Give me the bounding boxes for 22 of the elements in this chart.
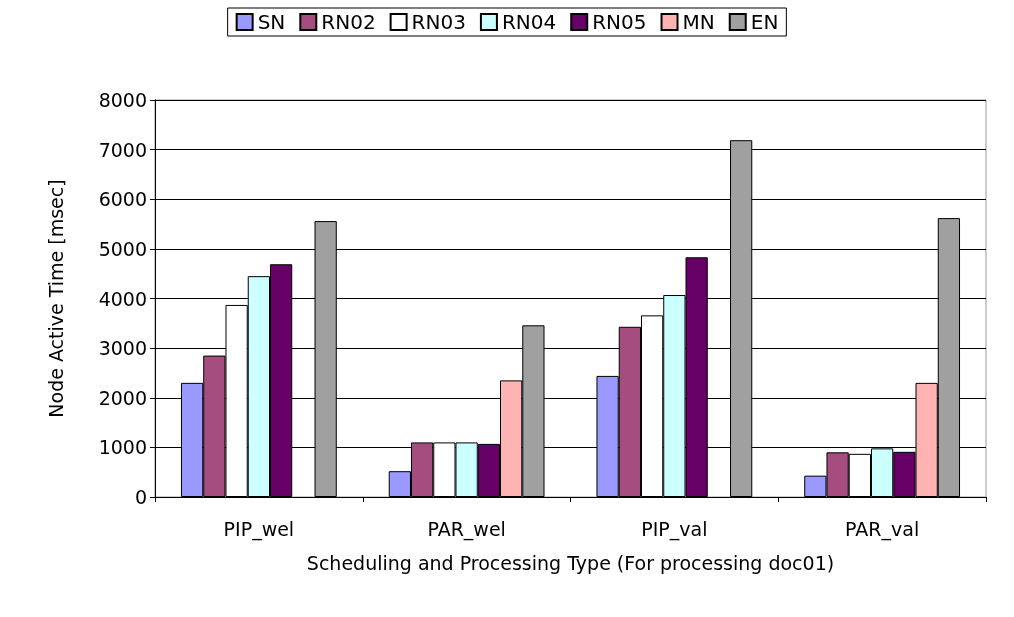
legend-label: RN04: [501, 10, 557, 34]
y-tick-label: 8000: [98, 89, 147, 111]
y-tick-label: 0: [134, 486, 147, 508]
y-tick-label: 7000: [98, 138, 147, 161]
y-tick-label: 1000: [98, 436, 147, 459]
y-tick-label: 3000: [98, 337, 147, 360]
y-tick-label: 5000: [98, 237, 147, 260]
legend-label: MN: [682, 10, 715, 34]
x-tick-label: PAR_wel: [427, 517, 506, 541]
x-axis-title: Scheduling and Processing Type (For processing doc01): [306, 551, 835, 574]
y-tick-label: 2000: [98, 386, 147, 409]
y-tick-label: 6000: [98, 188, 147, 211]
legend-label: RN03: [411, 10, 466, 34]
legend-label: SN: [257, 10, 286, 34]
x-tick-label: PIP_val: [641, 517, 708, 541]
y-tick-label: 4000: [98, 287, 147, 310]
legend-label: RN05: [592, 10, 647, 34]
x-tick-label: PIP_wel: [223, 517, 295, 541]
legend-label: RN02: [321, 10, 376, 34]
y-axis-title: Node Active Time [msec]: [44, 179, 67, 418]
x-tick-label: PAR_val: [845, 517, 920, 541]
legend-label: EN: [750, 10, 779, 34]
